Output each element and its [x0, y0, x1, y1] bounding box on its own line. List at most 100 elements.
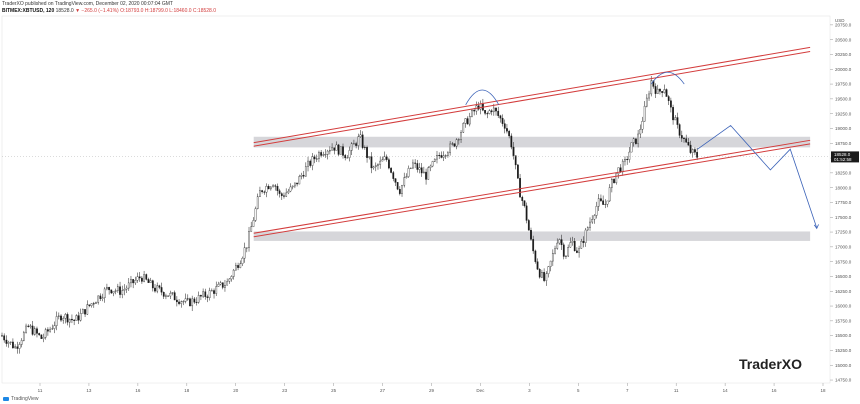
candle-body	[359, 134, 362, 137]
candle-body	[543, 272, 545, 281]
candle-body	[497, 110, 500, 116]
footer-brand: TradingView	[11, 396, 39, 402]
candle-body	[31, 325, 34, 335]
candle-body	[259, 190, 261, 197]
candle-body	[86, 304, 89, 315]
candle-body	[300, 174, 303, 177]
candle-body	[193, 298, 196, 303]
candle-body	[674, 117, 677, 121]
candle-body	[639, 129, 642, 135]
candle-body	[254, 208, 257, 221]
candle-body	[466, 118, 469, 125]
watermark: TraderXO	[738, 356, 802, 372]
candle-body	[453, 143, 456, 147]
y-axis-currency: USD	[835, 18, 845, 23]
y-tick-label: 16000.0	[835, 304, 852, 309]
candle-body	[368, 156, 371, 158]
candle-body	[624, 159, 626, 162]
candle-body	[645, 97, 648, 107]
footer[interactable]: TradingView	[3, 396, 39, 402]
ohlc-label: O:18793.0 H:18799.0 L:18460.0 C:18528.0	[120, 8, 216, 14]
candle-body	[202, 291, 204, 297]
candle-body	[403, 177, 406, 186]
candle-body	[90, 303, 93, 306]
candle-body	[38, 333, 41, 336]
x-tick-label: 27	[380, 388, 386, 393]
candle-body	[162, 292, 165, 297]
symbol-line: BITMEX:XBTUSD, 120 18528.0 ▼ −265.0 (−1.…	[2, 8, 216, 14]
candle-body	[250, 226, 253, 232]
candle-body	[182, 301, 185, 303]
candle-body	[204, 291, 207, 297]
candle-body	[366, 147, 368, 158]
candle-body	[285, 192, 288, 197]
x-tick-label: 16	[772, 388, 778, 393]
x-tick-label: 23	[282, 388, 288, 393]
candle-body	[394, 178, 397, 183]
candle-body	[665, 89, 668, 97]
candle-body	[471, 109, 473, 117]
candle-body	[610, 179, 613, 188]
channel-line	[253, 46, 811, 144]
pattern-arc	[465, 89, 500, 105]
y-tick-label: 17250.0	[835, 230, 852, 235]
candle-body	[123, 289, 126, 291]
candle-body	[680, 135, 683, 139]
candle-body	[245, 247, 248, 249]
candle-body	[206, 296, 209, 298]
candle-body	[648, 93, 650, 99]
candle-body	[82, 309, 84, 314]
candle-body	[167, 295, 170, 297]
candle-body	[353, 143, 355, 145]
candle-body	[346, 157, 349, 159]
candle-body	[484, 110, 486, 114]
candle-body	[396, 182, 399, 190]
candle-body	[156, 285, 159, 292]
candle-body	[127, 282, 130, 289]
candle-body	[661, 91, 664, 93]
candle-body	[329, 149, 331, 152]
candle-body	[101, 297, 104, 299]
candle-body	[558, 239, 561, 244]
candle-body	[398, 189, 401, 194]
candle-body	[51, 328, 54, 330]
candle-body	[110, 289, 113, 294]
candle-body	[569, 242, 572, 248]
candle-body	[591, 219, 594, 223]
candle-body	[464, 118, 467, 124]
candle-body	[663, 89, 666, 93]
candle-body	[226, 281, 229, 286]
candle-body	[151, 280, 154, 289]
candle-body	[536, 261, 539, 270]
y-tick-label: 16500.0	[835, 274, 852, 279]
candle-body	[195, 301, 198, 303]
candle-body	[5, 339, 8, 344]
candle-body	[538, 269, 541, 278]
candle-body	[390, 167, 392, 173]
candle-body	[60, 315, 62, 321]
candle-body	[239, 263, 242, 268]
candle-body	[322, 154, 325, 156]
x-tick-label: 13	[86, 388, 92, 393]
candle-body	[232, 269, 235, 277]
candle-body	[407, 168, 410, 177]
candle-body	[189, 298, 191, 307]
y-tick-label: 18750.0	[835, 141, 852, 146]
candle-body	[444, 155, 447, 157]
candle-body	[221, 282, 224, 288]
candle-body	[184, 298, 187, 302]
candle-body	[36, 328, 38, 334]
candle-body	[92, 303, 95, 305]
candle-body	[84, 309, 86, 315]
x-tick-label: 29	[429, 388, 435, 393]
candle-body	[141, 277, 143, 282]
candle-body	[571, 241, 574, 243]
candle-body	[296, 182, 298, 185]
candle-body	[210, 290, 213, 292]
candle-body	[586, 227, 589, 231]
candle-body	[438, 155, 441, 157]
candle-body	[191, 298, 194, 307]
candle-body	[637, 133, 639, 144]
candle-body	[420, 167, 423, 174]
